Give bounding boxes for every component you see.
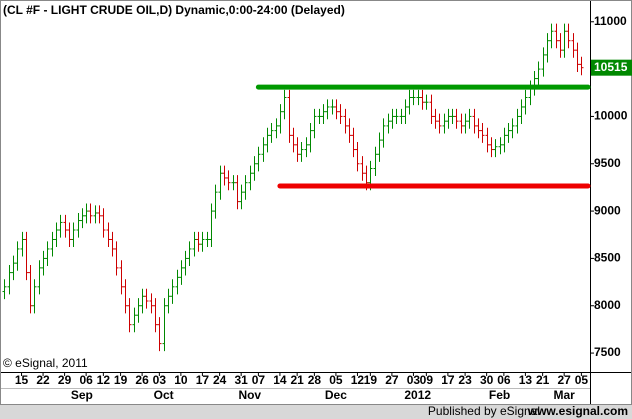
x-tick-label: 28 xyxy=(308,373,322,387)
last-price-box xyxy=(591,59,632,76)
x-tick-label: 09 xyxy=(420,373,434,387)
x-tick-label: 15 xyxy=(15,373,29,387)
x-tick-label: 13 xyxy=(519,373,533,387)
month-label: Oct xyxy=(154,388,174,402)
x-tick-label: 12 xyxy=(351,373,365,387)
month-label: Mar xyxy=(553,388,575,402)
y-tick-label: 11000 xyxy=(594,14,627,28)
x-tick-label: 27 xyxy=(557,373,571,387)
copyright: © eSignal, 2011 xyxy=(3,356,88,370)
x-tick-label: 12 xyxy=(97,373,111,387)
month-label: Dec xyxy=(325,388,347,402)
footer-bar xyxy=(0,405,632,419)
x-tick-label: 10 xyxy=(174,373,188,387)
x-tick-label: 29 xyxy=(58,373,72,387)
plot-area xyxy=(2,23,584,352)
y-tick-label: 9000 xyxy=(594,203,621,217)
y-tick-label: 7500 xyxy=(594,345,621,359)
x-tick-label: 17 xyxy=(196,373,210,387)
x-tick-label: 23 xyxy=(458,373,472,387)
month-label: Sep xyxy=(71,388,93,402)
y-tick-label: 9500 xyxy=(594,156,621,170)
x-tick-label: 31 xyxy=(234,373,248,387)
x-tick-label: 17 xyxy=(441,373,455,387)
x-tick-label: 21 xyxy=(290,373,304,387)
chart-title: (CL #F - LIGHT CRUDE OIL,D) Dynamic,0:00… xyxy=(3,3,345,17)
x-tick-label: 03 xyxy=(153,373,167,387)
footer-text: Published by eSignal xyxy=(428,404,540,418)
month-label: Nov xyxy=(238,388,261,402)
x-tick-label: 06 xyxy=(79,373,93,387)
x-tick-label: 27 xyxy=(385,373,399,387)
y-tick-label: 10000 xyxy=(594,109,628,123)
x-tick-label: 05 xyxy=(575,373,589,387)
x-tick-label: 14 xyxy=(273,373,287,387)
x-tick-label: 19 xyxy=(114,373,128,387)
x-tick-label: 21 xyxy=(536,373,550,387)
month-label: Feb xyxy=(489,388,510,402)
x-tick-label: 06 xyxy=(497,373,511,387)
x-tick-label: 07 xyxy=(252,373,266,387)
x-tick-label: 30 xyxy=(480,373,494,387)
x-tick-label: 19 xyxy=(364,373,378,387)
x-tick-label: 05 xyxy=(329,373,343,387)
y-tick-label: 8500 xyxy=(594,251,621,265)
x-tick-label: 22 xyxy=(36,373,50,387)
x-tick-label: 26 xyxy=(135,373,149,387)
month-label: 2012 xyxy=(404,388,431,402)
footer-url: www.esignal.com xyxy=(527,404,628,418)
y-tick-label: 8000 xyxy=(594,298,621,312)
x-tick-label: 24 xyxy=(213,373,227,387)
last-price-label: 10515 xyxy=(594,60,628,74)
x-tick-label: 03 xyxy=(407,373,421,387)
